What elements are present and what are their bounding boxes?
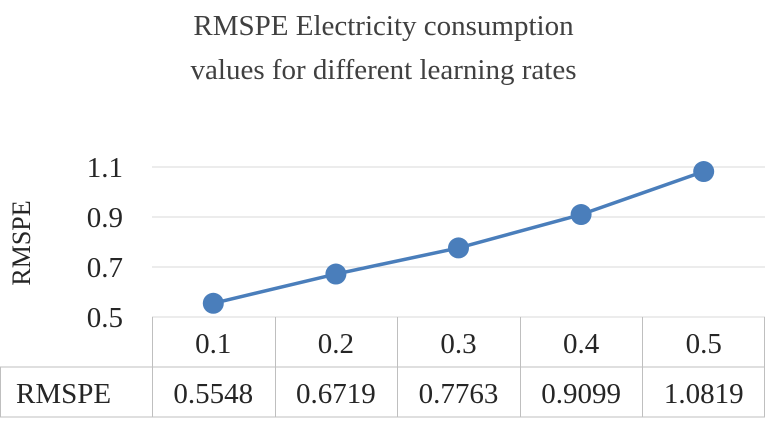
table-value: 1.0819: [664, 378, 744, 410]
y-axis-label: RMSPE: [7, 200, 36, 285]
y-tick-label: 0.5: [87, 302, 123, 334]
table-value: 0.9099: [541, 378, 621, 410]
chart-title: RMSPE Electricity consumption values for…: [0, 4, 767, 92]
data-point: [202, 292, 224, 314]
data-point: [325, 263, 347, 285]
series-rmspe: [202, 161, 715, 314]
x-category-label: 0.4: [563, 328, 600, 360]
data-table: 0.1 0.2 0.3 0.4 0.5 RMSPE 0.5548 0.6719 0.7763 0.…: [0, 317, 765, 418]
grid-lines: [152, 166, 765, 318]
y-tick-label: 1.1: [87, 152, 123, 184]
x-category-label: 0.3: [440, 328, 476, 360]
x-category-label: 0.5: [686, 328, 722, 360]
table-value: 0.5548: [173, 378, 253, 410]
x-category-label: 0.2: [318, 328, 354, 360]
y-axis-ticks: 0.5 0.7 0.9 1.1: [87, 152, 123, 334]
table-value: 0.6719: [296, 378, 376, 410]
table-value: 0.7763: [419, 378, 499, 410]
y-tick-label: 0.9: [87, 202, 123, 234]
data-point: [448, 237, 469, 259]
table-series-name: RMSPE: [16, 378, 111, 410]
data-point: [693, 161, 715, 183]
x-category-label: 0.1: [195, 328, 231, 360]
series-line: [212, 169, 705, 306]
chart-title-line-2: values for different learning rates: [190, 54, 577, 86]
chart-title-line-1: RMSPE Electricity consumption: [193, 10, 574, 42]
y-tick-label: 0.7: [87, 252, 123, 284]
data-point: [570, 204, 592, 226]
